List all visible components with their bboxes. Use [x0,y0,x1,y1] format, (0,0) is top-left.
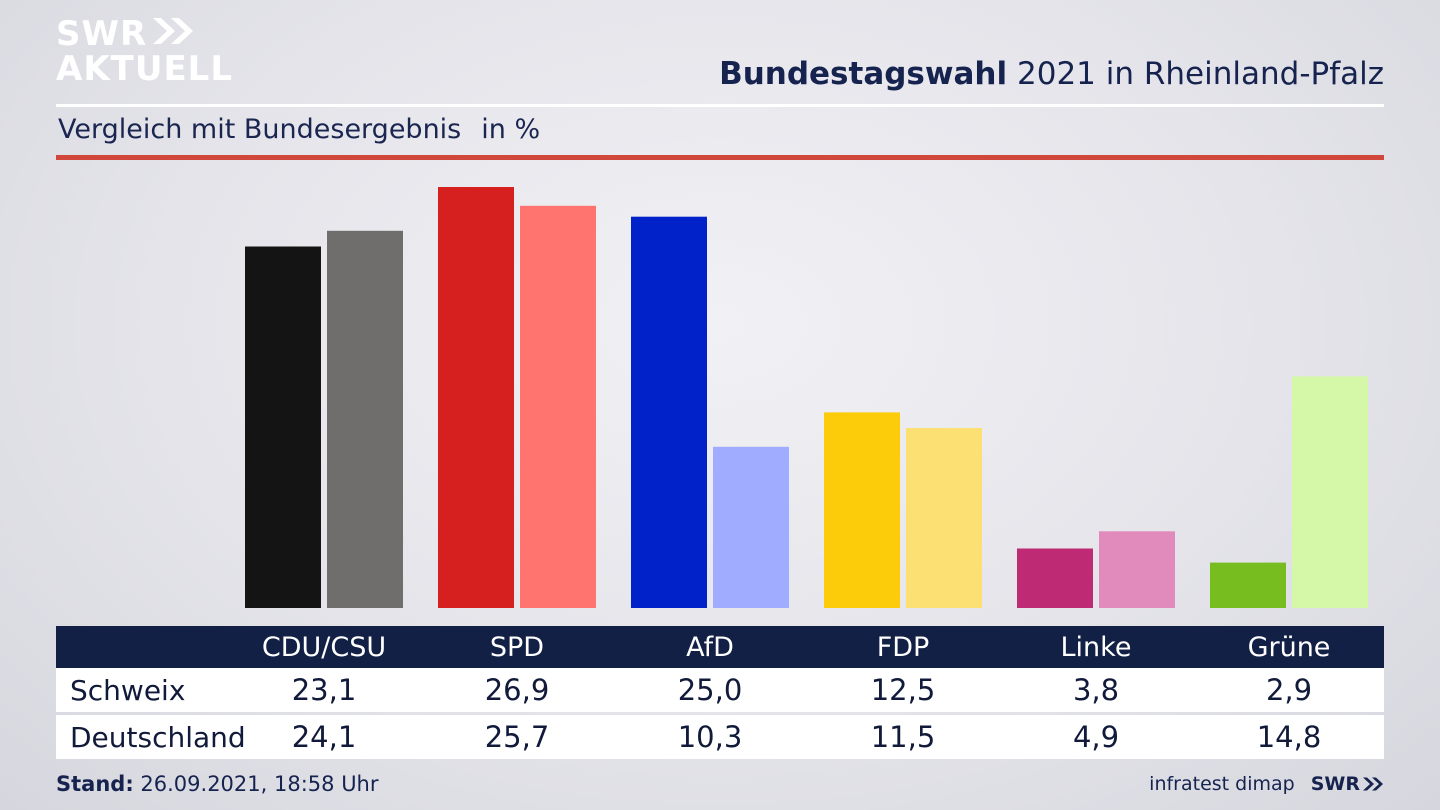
row-label: Deutschland [70,720,246,754]
bar-fdp-deutschland [906,428,982,608]
chart-title-bold: Bundestagswahl [719,56,1008,92]
value-label: 10,3 [677,720,743,754]
header-divider [56,104,1384,107]
timestamp: Stand: 26.09.2021, 18:58 Uhr [56,772,379,796]
bar-afd-deutschland [713,446,789,608]
value-label: 4,9 [1072,720,1120,754]
bar-linke-deutschland [1099,531,1175,608]
bar-chart [245,187,1368,609]
logo-aktuell-text: AKTUELL [56,49,234,89]
table-row: Schweix 23,1 26,9 25,0 12,5 3,8 2,9 [56,668,1384,712]
footer-brand-text: SWR [1310,773,1360,795]
value-label: 11,5 [870,720,936,754]
bar-spd-schweix [438,187,514,608]
value-label: 12,5 [870,673,936,707]
value-label: 23,1 [291,673,357,707]
bar-spd-deutschland [520,205,596,609]
table-row: Deutschland 24,1 25,7 10,3 11,5 4,9 14,8 [56,715,1384,759]
chart-title: Bundestagswahl 2021 in Rheinland-Pfalz [719,56,1384,92]
subtitle-unit: in % [481,114,541,145]
value-label: 14,8 [1256,720,1322,754]
bar-grüne-deutschland [1292,376,1368,608]
source-credit: infratest dimap SWR [1149,773,1384,795]
bar-linke-schweix [1017,548,1093,608]
bar-fdp-schweix [824,412,900,608]
bar-afd-schweix [631,216,707,608]
value-label: 24,1 [291,720,357,754]
swr-aktuell-logo: SWR AKTUELL [56,16,233,86]
source-text: infratest dimap [1149,773,1295,795]
timestamp-label: Stand: [56,772,134,796]
timestamp-value: 26.09.2021, 18:58 Uhr [140,772,379,796]
bar-grüne-schweix [1210,562,1286,608]
row-label: Schweix [70,673,186,707]
chart-subtitle: Vergleich mit Bundesergebnis in % [58,114,540,145]
subtitle-text: Vergleich mit Bundesergebnis [58,114,462,145]
value-label: 25,7 [484,720,550,754]
logo-swr-text: SWR [56,14,148,54]
table-header-row: CDU/CSU SPD AfD FDP Linke Grüne [56,626,1384,668]
category-label: FDP [876,631,930,663]
accent-divider [56,155,1384,160]
category-label: AfD [686,631,734,663]
category-label: Grüne [1247,631,1331,663]
category-label: SPD [489,631,545,663]
value-label: 3,8 [1072,673,1120,707]
footer-chevron-icon [1363,777,1383,791]
value-label: 2,9 [1265,673,1313,707]
category-label: Linke [1060,631,1132,663]
category-label: CDU/CSU [261,631,387,663]
value-label: 26,9 [484,673,550,707]
value-label: 25,0 [677,673,743,707]
results-table: CDU/CSU SPD AfD FDP Linke Grüne Schweix 23,1 2… [56,626,1384,759]
bar-cdu-csu-schweix [245,246,321,608]
footer-brand: SWR [1311,773,1384,795]
double-chevron-icon [151,16,195,52]
bar-cdu-csu-deutschland [327,230,403,609]
chart-title-rest: 2021 in Rheinland-Pfalz [1017,56,1384,92]
